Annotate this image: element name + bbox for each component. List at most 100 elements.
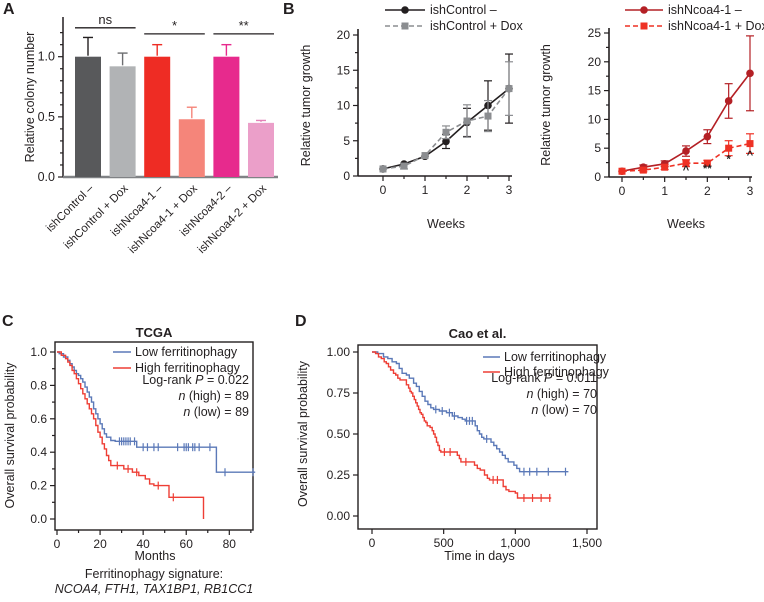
svg-text:3: 3	[747, 184, 754, 198]
svg-text:20: 20	[588, 55, 602, 69]
svg-text:0.25: 0.25	[327, 468, 351, 482]
tumor-growth-ishncoa4-chart: 0 5 10 15 20 25 0 1 2 3 Relative tumor growth Weeks…	[536, 0, 764, 255]
svg-text:0.2: 0.2	[30, 479, 47, 493]
svg-text:1,000: 1,000	[500, 536, 530, 550]
x-axis-label: Weeks	[667, 217, 705, 231]
svg-text:5: 5	[594, 141, 601, 155]
stat-line: n (high) = 70	[526, 387, 597, 401]
tick-labels: 0 5 10 15 20 25 0 1 2 3	[588, 26, 754, 198]
panel-b-right-svg: 0 5 10 15 20 25 0 1 2 3 Relative tumor growth Weeks…	[539, 3, 764, 231]
sig-label: *	[172, 18, 177, 33]
axes	[357, 344, 598, 530]
svg-text:15: 15	[337, 63, 351, 77]
svg-text:1.00: 1.00	[327, 345, 351, 359]
tick-labels: 0.0 0.2 0.4 0.6 0.8 1.0 0 20 40 60 80	[30, 345, 236, 551]
svg-text:0.6: 0.6	[30, 412, 47, 426]
svg-text:15: 15	[588, 84, 602, 98]
sig-label: ns	[98, 12, 112, 27]
svg-text:500: 500	[434, 536, 454, 550]
sig-label: **	[239, 18, 249, 33]
stat-line: n (high) = 89	[178, 389, 249, 403]
svg-text:20: 20	[93, 537, 107, 551]
marker	[746, 140, 754, 148]
sig-label: **	[703, 163, 712, 175]
marker	[400, 162, 408, 170]
marker	[505, 85, 513, 93]
footer-line: Ferritinophagy signature:	[85, 567, 223, 581]
bar	[178, 119, 205, 177]
bars	[75, 36, 274, 177]
panel-b-left-svg: 0 5 10 15 20 0 1 2 3 Relative tumor growth Weeks is…	[299, 3, 523, 231]
svg-text:0.4: 0.4	[30, 445, 47, 459]
legend-label: ishNcoa4-1 + Dox	[668, 19, 764, 33]
svg-text:0.0: 0.0	[30, 512, 47, 526]
bar	[109, 66, 136, 177]
svg-text:0: 0	[380, 183, 387, 197]
stat-line: Log-rank P = 0.022	[142, 373, 249, 387]
marker	[724, 97, 733, 105]
panel-d-svg: 0.00 0.25 0.50 0.75 1.00 0 500 1,000 1,500 Overal…	[296, 326, 610, 563]
bar	[75, 56, 101, 177]
legend-label: Low ferritinophagy	[135, 345, 238, 359]
svg-text:40: 40	[136, 537, 150, 551]
svg-text:2: 2	[464, 183, 471, 197]
category-label: ishControl + Dox	[62, 182, 131, 251]
panel-b-label: B	[283, 1, 295, 18]
svg-text:0.50: 0.50	[327, 427, 351, 441]
svg-text:0.75: 0.75	[327, 386, 351, 400]
km-High ferritinophagy	[372, 351, 552, 502]
tick-labels: 0 5 10 15 20 0 1 2 3	[337, 28, 513, 197]
bar	[144, 56, 171, 177]
svg-text:80: 80	[223, 537, 237, 551]
tcga-survival-chart: 0.0 0.2 0.4 0.6 0.8 1.0 0 20 40 60 80 Overall survi…	[0, 312, 300, 602]
cao-survival-chart: 0.00 0.25 0.50 0.75 1.00 0 500 1,000 1,500 Overal…	[293, 312, 623, 597]
marker	[618, 167, 626, 175]
ticks	[353, 351, 588, 534]
svg-text:0: 0	[619, 184, 626, 198]
km-Low ferritinophagy	[57, 351, 256, 477]
marker	[442, 137, 450, 146]
series-ishNcoa4-1 –	[618, 35, 754, 176]
chart-title: Cao et al.	[449, 326, 507, 341]
marker	[421, 152, 429, 160]
svg-text:20: 20	[337, 28, 351, 42]
legend-label: ishNcoa4-1 –	[668, 3, 742, 17]
marker	[703, 159, 711, 167]
y-axis-label: Relative tumor growth	[299, 45, 313, 167]
svg-text:1: 1	[661, 184, 668, 198]
legend-label: ishControl + Dox	[430, 19, 523, 33]
stat-line: Log-rank P = 0.011	[491, 371, 597, 385]
svg-text:1: 1	[422, 183, 429, 197]
svg-text:0.0: 0.0	[38, 170, 55, 184]
svg-text:3: 3	[506, 183, 513, 197]
bar	[248, 122, 274, 177]
ticks	[353, 34, 510, 181]
legend-label: ishControl –	[430, 3, 497, 17]
panel-c-svg: 0.0 0.2 0.4 0.6 0.8 1.0 0 20 40 60 80 Overall survi…	[3, 325, 256, 596]
y-axis-label: Overall survival probability	[3, 362, 17, 509]
svg-text:0: 0	[369, 536, 376, 550]
svg-text:0: 0	[343, 169, 350, 183]
x-axis-label: Months	[135, 549, 176, 563]
sig-label: *	[727, 154, 732, 166]
series-ishNcoa4-1 + Dox	[618, 133, 754, 175]
km-Low ferritinophagy	[372, 351, 569, 476]
panel-a-label: A	[3, 1, 15, 18]
tumor-growth-ishcontrol-chart: 0 5 10 15 20 0 1 2 3 Relative tumor growth Weeks is…	[296, 0, 536, 255]
category-label: ishNcoa4-2 + Dox	[196, 182, 270, 256]
stat-line: n (low) = 70	[531, 403, 597, 417]
series-ishControl –	[379, 53, 513, 173]
sig-label: ^	[683, 165, 690, 177]
svg-text:5: 5	[343, 134, 350, 148]
svg-text:25: 25	[588, 26, 602, 40]
marker	[725, 144, 733, 152]
tick-labels: 0.0 0.5 1.0	[38, 50, 55, 184]
legend-label: High ferritinophagy	[135, 361, 241, 375]
svg-text:0.00: 0.00	[327, 509, 351, 523]
panel-d-label: D	[295, 313, 307, 330]
legend-label: High ferritinophagy	[504, 365, 610, 379]
footer-line: NCOA4, FTH1, TAX1BP1, RB1CC1	[55, 582, 253, 596]
marker	[639, 166, 647, 174]
